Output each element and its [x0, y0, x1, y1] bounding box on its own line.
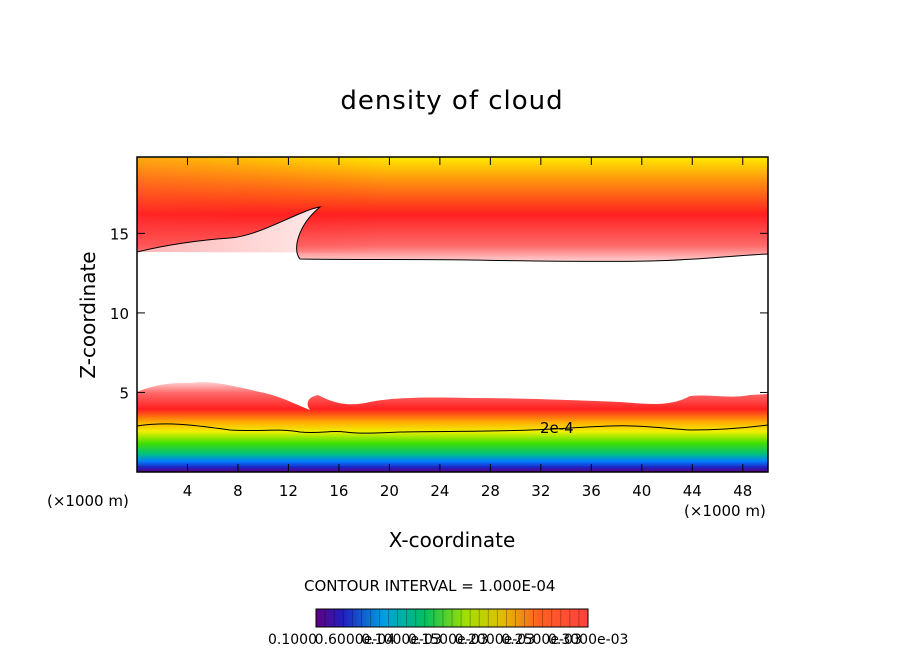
x-tick-label: 8	[233, 482, 243, 500]
colorbar-label: 0.3000e-03	[548, 632, 629, 648]
colorbar-label: 0.1000e-03	[361, 632, 442, 648]
contour-upper-boundary	[137, 206, 768, 262]
upper-cloud-shade	[137, 157, 768, 254]
lower-cloud-layer	[137, 382, 768, 472]
y-unit-label: (×1000 m)	[47, 492, 129, 510]
x-unit-label: (×1000 m)	[684, 502, 766, 520]
colorbar-label: 0.2000e-03	[454, 632, 536, 648]
x-tick-label: 32	[531, 482, 550, 500]
contour-lines	[137, 206, 768, 434]
x-tick-label: 20	[380, 482, 399, 500]
colorbar-segments	[324, 609, 580, 627]
colorbar	[315, 608, 589, 628]
y-tick-label: 10	[110, 305, 129, 323]
x-tick-label: 4	[183, 482, 193, 500]
x-tick-label: 24	[430, 482, 449, 500]
contour-2e-4	[137, 423, 768, 434]
colorbar-label: 0.6000e-04	[314, 632, 396, 648]
x-axis-label: X-coordinate	[388, 528, 516, 552]
y-tick-label: 15	[110, 225, 129, 243]
plot-area	[137, 157, 768, 472]
x-tick-label: 44	[683, 482, 702, 500]
y-tick-label: 5	[119, 384, 129, 402]
x-tick-label: 12	[279, 482, 298, 500]
chart-title: density of cloud	[340, 86, 564, 116]
x-tick-label: 48	[733, 482, 752, 500]
contour-interval-label: CONTOUR INTERVAL = 1.000E-04	[304, 577, 556, 595]
x-tick-label: 16	[329, 482, 348, 500]
colorbar-label: 0.1500e-03	[408, 632, 489, 648]
contour-value-label: 2e-4	[540, 419, 574, 437]
colorbar-label: 0.2500e-03	[501, 632, 582, 648]
x-tick-label: 40	[632, 482, 651, 500]
x-axis-ticks: 4 8 12 16 20 24 28 32 36 40 44 48	[183, 157, 752, 500]
colorbar-label: 0.1000	[268, 632, 317, 648]
plot-frame	[136, 156, 769, 473]
x-tick-label: 36	[582, 482, 601, 500]
x-tick-label: 28	[481, 482, 500, 500]
y-axis-ticks: 5 10 15	[110, 225, 768, 402]
